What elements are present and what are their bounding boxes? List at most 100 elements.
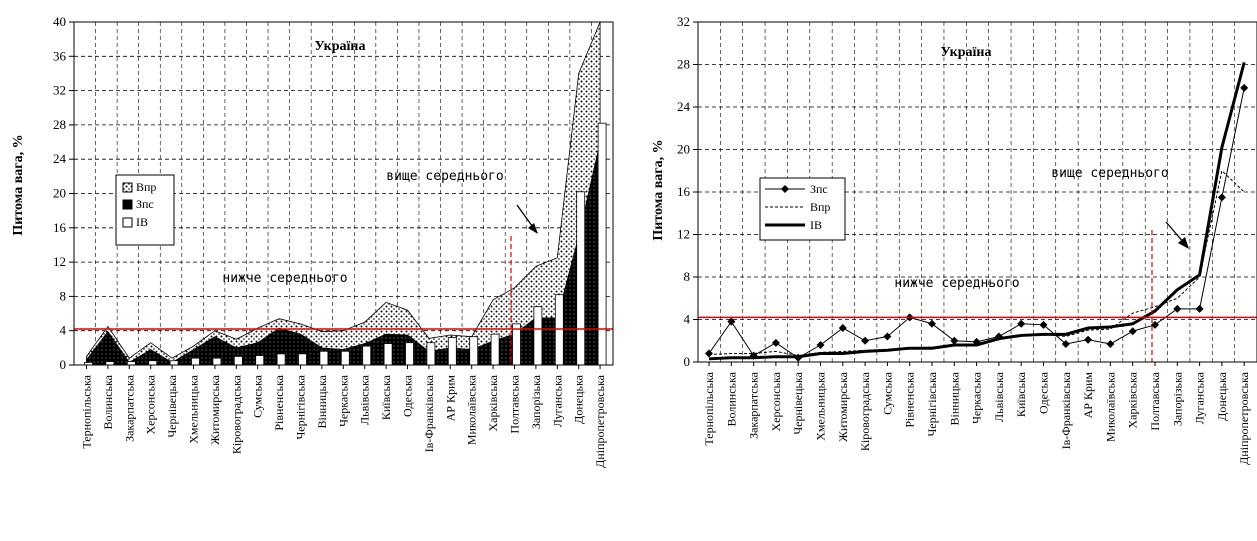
right-series-zps-marker xyxy=(1061,339,1070,348)
left-x-category-label: Полтавська xyxy=(508,374,522,433)
right-series-zps-marker xyxy=(727,317,736,326)
right-legend-label-zps: Зпс xyxy=(810,182,828,196)
right-series-zps-marker xyxy=(1017,319,1026,328)
left-annotation-above: вище середнього xyxy=(386,169,503,184)
right-series-zps-marker xyxy=(705,349,713,358)
left-x-category-label: Херсонська xyxy=(144,374,158,434)
right-x-category-label: Луганська xyxy=(1193,371,1207,424)
right-annotation-above: вище середнього xyxy=(1051,166,1168,181)
left-x-category-label: Одеська xyxy=(401,374,415,417)
left-series-iv-bar xyxy=(169,360,179,366)
left-series-iv-bar xyxy=(276,353,286,366)
left-y-tick-label: 28 xyxy=(53,117,66,132)
right-x-category-label: Херсонська xyxy=(769,371,783,431)
left-series-iv-bar xyxy=(469,336,479,366)
left-series-iv-bar xyxy=(405,342,414,366)
left-series-iv-bar xyxy=(148,360,158,366)
left-x-category-label: Кіровоградська xyxy=(229,374,243,454)
right-x-category-label: АР Крим xyxy=(1081,372,1095,419)
left-axes: 0 4 8 12 16 20 24 28 32 36 40 Тернопільська Волинськ… xyxy=(53,14,614,468)
left-y-tick-label: 24 xyxy=(53,151,67,166)
right-x-category-label: Ів-Франківська xyxy=(1059,371,1073,449)
left-y-tick-label: 36 xyxy=(53,48,67,63)
left-series-iv-bar xyxy=(340,350,350,366)
left-chart-title: Україна xyxy=(315,39,366,54)
right-legend: Зпс Впр ІВ xyxy=(759,177,846,241)
right-series-vpr-line xyxy=(708,169,1245,357)
left-x-category-label: Київська xyxy=(379,374,393,420)
right-y-tick-label: 28 xyxy=(677,57,690,72)
right-legend-label-vpr: Впр xyxy=(810,200,830,214)
right-series-zps-marker xyxy=(771,338,780,347)
right-series-zps-marker xyxy=(816,341,825,349)
left-annotation-below: нижче середнього xyxy=(222,271,347,286)
right-x-category-label: Хмельницька xyxy=(814,371,828,440)
left-legend-label-vpr: Впр xyxy=(136,180,156,194)
left-series-iv-bar xyxy=(105,361,115,366)
right-y-tick-label: 0 xyxy=(684,354,691,369)
right-y-axis-label: Питома вага, % xyxy=(651,139,666,240)
right-x-category-label: Сумська xyxy=(880,371,894,415)
left-legend-swatch-iv xyxy=(122,217,133,228)
left-x-category-label: Львівська xyxy=(358,374,372,425)
right-y-tick-label: 12 xyxy=(677,227,690,242)
right-x-category-label: Тернопільська xyxy=(702,371,716,445)
left-x-category-label: Тернопільська xyxy=(80,374,94,448)
right-series-zps-marker xyxy=(1151,320,1159,329)
right-series-zps-marker xyxy=(794,353,803,362)
right-chart-title: Україна xyxy=(941,45,992,60)
left-series-zps-area xyxy=(86,141,601,366)
right-x-category-label: Запорізька xyxy=(1170,371,1184,426)
right-x-category-label: Львівська xyxy=(992,371,1006,422)
left-x-category-label: Чернігівська xyxy=(294,374,308,439)
right-series-zps-marker xyxy=(1084,335,1093,344)
left-x-category-label: Харківська xyxy=(486,374,500,431)
right-series-zps-marker xyxy=(1195,304,1204,313)
right-x-category-label: Київська xyxy=(1014,371,1028,417)
left-y-tick-label: 12 xyxy=(53,254,66,269)
chart-left: 0 4 8 12 16 20 24 28 32 36 40 Тернопільська Волинськ… xyxy=(0,0,628,536)
right-x-category-label: Житомирська xyxy=(836,371,850,441)
right-x-category-label: Донецька xyxy=(1215,371,1229,420)
right-y-tick-label: 24 xyxy=(677,99,691,114)
right-legend-marker-zps xyxy=(781,185,789,193)
left-series-iv-bar xyxy=(362,345,372,366)
left-arrow-head xyxy=(528,223,538,234)
left-x-category-label: Житомирська xyxy=(208,374,222,444)
right-x-category-label: Черкаська xyxy=(970,371,984,424)
left-y-tick-label: 0 xyxy=(60,357,67,372)
left-series-iv-bar xyxy=(447,337,457,366)
right-series-zps-marker xyxy=(994,332,1003,341)
right-series-zps-marker xyxy=(1106,339,1115,348)
chart-right-svg: 0 4 8 12 16 20 24 28 32 Тернопільська Волинська Зак… xyxy=(651,14,1257,465)
chart-left-svg: 0 4 8 12 16 20 24 28 32 36 40 Тернопільська Волинськ… xyxy=(11,14,614,468)
left-series-iv-bar xyxy=(298,353,307,366)
left-series-iv-bar xyxy=(255,355,265,366)
right-x-category-label: Вінницька xyxy=(947,371,961,425)
right-series-zps-marker xyxy=(861,336,870,345)
left-x-category-label: Луганська xyxy=(550,374,564,427)
right-axes: 0 4 8 12 16 20 24 28 32 Тернопільська Волинська Зак… xyxy=(677,14,1257,465)
right-x-category-label: Кіровоградська xyxy=(858,371,872,451)
left-x-category-label: Сумська xyxy=(251,374,265,418)
left-series-iv-bar xyxy=(533,306,543,366)
left-plot-area xyxy=(74,21,613,366)
left-series-iv-bar xyxy=(212,357,222,366)
right-y-tick-label: 20 xyxy=(677,142,690,157)
right-x-category-label: Волинська xyxy=(724,371,738,426)
left-series-iv-bar xyxy=(554,294,564,366)
right-annotation-below: нижче середнього xyxy=(894,276,1019,291)
right-x-category-label: Чернівецька xyxy=(791,371,805,434)
right-y-tick-label: 8 xyxy=(684,269,691,284)
right-x-category-label: Рівненська xyxy=(903,371,917,427)
right-x-category-label: Харківська xyxy=(1126,371,1140,428)
left-series-iv-bar xyxy=(576,191,586,366)
left-legend-label-zps: Зпс xyxy=(136,197,154,211)
right-series-zps-marker xyxy=(883,332,892,341)
left-y-tick-label: 4 xyxy=(60,323,67,338)
left-x-category-label: Миколаївська xyxy=(465,374,479,445)
left-x-category-label: Ів-Франківська xyxy=(422,374,436,452)
right-x-category-label: Полтавська xyxy=(1148,371,1162,430)
left-y-tick-label: 16 xyxy=(53,220,67,235)
right-series-zps-marker xyxy=(1039,320,1048,329)
